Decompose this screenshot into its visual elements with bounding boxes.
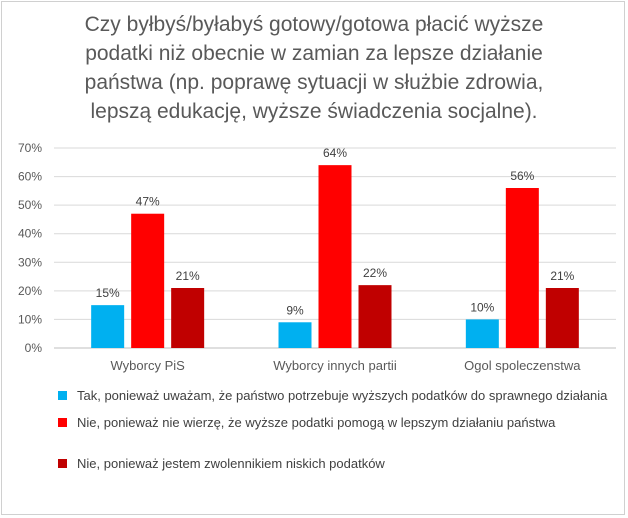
data-label: 15%	[96, 286, 120, 300]
legend-item: Nie, ponieważ nie wierzę, że wyższe poda…	[58, 414, 618, 431]
y-tick-label: 10%	[18, 312, 42, 326]
y-tick-label: 30%	[18, 255, 42, 269]
bar	[171, 288, 205, 348]
legend-swatch	[58, 459, 67, 468]
legend-swatch	[58, 418, 67, 427]
legend-label: Nie, ponieważ nie wierzę, że wyższe poda…	[77, 415, 556, 430]
data-label: 22%	[363, 266, 387, 280]
chart-legend: Tak, ponieważ uważam, że państwo potrzeb…	[58, 387, 618, 472]
y-tick-label: 50%	[18, 198, 42, 212]
x-tick-label: Wyborcy PiS	[111, 358, 186, 373]
chart-title-line: lepszą edukację, wyższe świadczenia socj…	[90, 100, 538, 123]
x-tick-label: Ogol spoleczenstwa	[464, 358, 581, 373]
y-tick-label: 70%	[18, 141, 42, 155]
legend-label: Tak, ponieważ uważam, że państwo potrzeb…	[77, 388, 608, 403]
bar	[465, 319, 499, 348]
y-tick-label: 40%	[18, 227, 42, 241]
chart-title-line: Czy byłbyś/byłabyś gotowy/gotowa płacić …	[84, 13, 544, 36]
legend-label: Nie, ponieważ jestem zwolennikiem niskic…	[77, 456, 385, 471]
data-label: 21%	[550, 269, 574, 283]
y-tick-label: 0%	[25, 341, 43, 355]
legend-item: Nie, ponieważ jestem zwolennikiem niskic…	[58, 455, 618, 472]
bar	[131, 213, 165, 348]
bar	[505, 188, 539, 348]
bar	[318, 165, 352, 348]
bar	[358, 285, 392, 348]
x-tick-label: Wyborcy innych partii	[273, 358, 397, 373]
bar	[278, 322, 312, 348]
data-label: 10%	[470, 300, 494, 314]
data-label: 64%	[323, 146, 347, 160]
bar	[545, 288, 579, 348]
data-label: 47%	[136, 195, 160, 209]
chart-title-line: państwa (np. poprawę sytuacji w służbie …	[84, 71, 544, 94]
y-tick-label: 60%	[18, 170, 42, 184]
data-label: 21%	[176, 269, 200, 283]
chart-title-line: podatki niż obecnie w zamian za lepsze d…	[85, 42, 543, 65]
chart-title: Czy byłbyś/byłabyś gotowy/gotowa płacić …	[12, 10, 616, 126]
legend-swatch	[58, 391, 67, 400]
data-label: 9%	[286, 303, 304, 317]
y-tick-label: 20%	[18, 284, 42, 298]
bar	[91, 305, 125, 348]
data-label: 56%	[510, 169, 534, 183]
legend-item: Tak, ponieważ uważam, że państwo potrzeb…	[58, 387, 618, 404]
